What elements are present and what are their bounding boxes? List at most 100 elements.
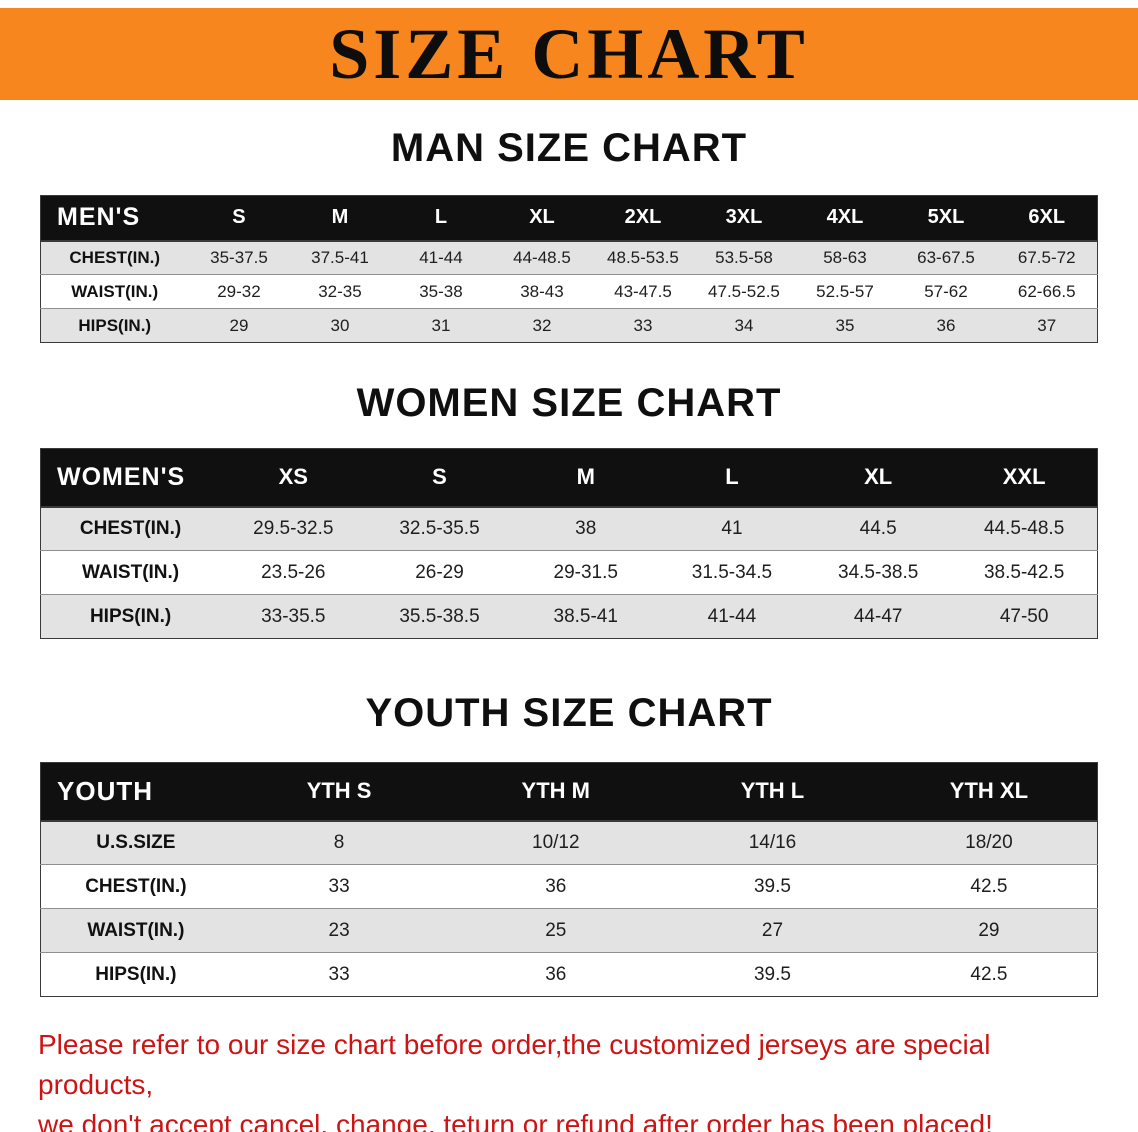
row-label: CHEST(IN.) (85, 875, 187, 897)
size-value-cell: 44-48.5 (513, 247, 571, 267)
size-value-cell: 44.5-48.5 (983, 517, 1065, 539)
size-value-cell: 39.5 (753, 875, 791, 897)
table-header-row: WOMEN'S XS S M L XL XXL (40, 448, 1098, 508)
row-label: WAIST(IN.) (87, 919, 185, 941)
size-value-cell: 52.5-57 (816, 281, 874, 301)
size-value-cell: 67.5-72 (1017, 247, 1076, 267)
table-title-cell: YOUTH (40, 762, 231, 822)
size-value-cell: 18/20 (965, 831, 1013, 853)
table-title-cell: WOMEN'S (40, 448, 221, 508)
size-value-cell: 41-44 (419, 247, 463, 267)
size-value-cell: 14/16 (748, 831, 797, 853)
size-value-cell: 42.5 (970, 963, 1008, 985)
size-value-cell: 38.5-42.5 (983, 561, 1065, 583)
size-value-cell: 44-47 (853, 605, 903, 627)
men-size-table: MEN'S S M L XL 2XL 3XL 4XL 5XL 6XL CHEST(IN.) 35-37… (40, 195, 1098, 343)
size-value-cell: 41 (721, 517, 743, 539)
size-column-header: YTH S (230, 762, 448, 822)
size-column-header: YTH L (664, 762, 881, 822)
size-value-cell: 29-31.5 (553, 561, 618, 583)
row-label: CHEST(IN.) (79, 517, 182, 539)
size-column-header: YTH XL (880, 762, 1098, 822)
size-value-cell: 33 (328, 875, 350, 897)
row-label: HIPS(IN.) (89, 605, 172, 627)
size-column-header: 4XL (794, 195, 896, 242)
disclaimer-line-2: we don't accept cancel, change, teturn o… (38, 1109, 993, 1132)
row-label: WAIST(IN.) (82, 561, 180, 583)
size-value-cell: 32 (532, 315, 552, 335)
size-value-cell: 36 (545, 875, 567, 897)
size-value-cell: 23.5-26 (261, 561, 326, 583)
size-value-cell: 38 (575, 517, 597, 539)
size-value-cell: 30 (330, 315, 350, 335)
size-column-header: L (390, 195, 492, 242)
table-row: HIPS(IN.) 33-35.5 35.5-38.5 38.5-41 41-44 44-… (40, 594, 1098, 639)
size-value-cell: 27 (761, 919, 784, 941)
size-value-cell: 8 (333, 831, 345, 853)
size-column-header: 2XL (592, 195, 694, 242)
size-value-cell: 33 (328, 963, 350, 985)
size-value-cell: 35.5-38.5 (399, 605, 480, 627)
size-value-cell: 35 (835, 315, 855, 335)
size-column-header: S (366, 448, 513, 508)
row-label: HIPS(IN.) (95, 963, 177, 985)
table-row: WAIST(IN.) 23 25 27 29 (40, 908, 1098, 953)
size-value-cell: 34.5-38.5 (838, 561, 919, 583)
size-value-cell: 32.5-35.5 (399, 517, 480, 539)
size-value-cell: 35-38 (419, 281, 463, 301)
table-row: U.S.SIZE 8 10/12 14/16 18/20 (40, 820, 1098, 865)
size-column-header: L (658, 448, 806, 508)
size-value-cell: 62-66.5 (1017, 281, 1076, 301)
size-column-header: 5XL (895, 195, 997, 242)
size-value-cell: 29 (229, 315, 249, 335)
size-value-cell: 29 (978, 919, 1000, 941)
size-column-header: XL (805, 448, 952, 508)
size-value-cell: 32-35 (318, 281, 362, 301)
size-value-cell: 48.5-53.5 (607, 247, 679, 267)
size-value-cell: 29-32 (217, 281, 261, 301)
size-value-cell: 39.5 (753, 963, 791, 985)
men-section-heading: MAN SIZE CHART (390, 126, 748, 170)
size-value-cell: 37.5-41 (311, 247, 369, 267)
size-value-cell: 35-37.5 (210, 247, 268, 267)
size-chart-banner: SIZE CHART (0, 8, 1138, 100)
table-header-row: YOUTH YTH S YTH M YTH L YTH XL (40, 762, 1098, 822)
table-row: WAIST(IN.) 23.5-26 26-29 29-31.5 31.5-34.5 34… (40, 550, 1098, 595)
size-column-header: XS (220, 448, 367, 508)
size-value-cell: 34 (734, 315, 754, 335)
youth-size-table: YOUTH YTH S YTH M YTH L YTH XL U.S.SIZE 8 10/12… (40, 762, 1098, 997)
banner-title: SIZE CHART (329, 14, 809, 94)
size-value-cell: 43-47.5 (614, 281, 672, 301)
size-value-cell: 44.5 (859, 517, 897, 539)
size-value-cell: 37 (1037, 315, 1057, 335)
size-column-header: XL (491, 195, 593, 242)
size-value-cell: 26-29 (415, 561, 464, 583)
disclaimer-text: Please refer to our size chart before or… (38, 1025, 1100, 1132)
table-row: HIPS(IN.) 33 36 39.5 42.5 (40, 952, 1098, 997)
table-header-row: MEN'S S M L XL 2XL 3XL 4XL 5XL 6XL (40, 195, 1098, 242)
size-column-header: M (289, 195, 391, 242)
women-section-heading: WOMEN SIZE CHART (356, 381, 782, 425)
row-label: CHEST(IN.) (69, 247, 161, 267)
size-value-cell: 36 (545, 963, 567, 985)
size-value-cell: 57-62 (924, 281, 968, 301)
youth-size-section: YOUTH SIZE CHART YOUTH YTH S YTH M YTH L YTH… (0, 691, 1138, 997)
men-size-section: MAN SIZE CHART MEN'S S M L XL 2XL 3XL 4XL 5XL 6XL… (0, 126, 1138, 343)
table-row: WAIST(IN.) 29-32 32-35 35-38 38-43 43-47.5 47.… (40, 274, 1098, 309)
table-row: CHEST(IN.) 35-37.5 37.5-41 41-44 44-48.5 48.5… (40, 240, 1098, 275)
size-column-header: M (512, 448, 659, 508)
row-label: WAIST(IN.) (71, 281, 159, 301)
size-value-cell: 10/12 (532, 831, 580, 853)
size-column-header: S (188, 195, 290, 242)
women-size-section: WOMEN SIZE CHART WOMEN'S XS S M L XL XXL CHEST(… (0, 381, 1138, 639)
size-column-header: YTH M (447, 762, 665, 822)
size-column-header: 3XL (693, 195, 795, 242)
size-value-cell: 38.5-41 (553, 605, 618, 627)
size-value-cell: 29.5-32.5 (253, 517, 334, 539)
table-title-cell: MEN'S (40, 195, 189, 242)
size-value-cell: 33-35.5 (261, 605, 326, 627)
size-value-cell: 25 (545, 919, 567, 941)
size-column-header: XXL (951, 448, 1098, 508)
size-value-cell: 23 (328, 919, 350, 941)
row-label: U.S.SIZE (96, 831, 176, 853)
